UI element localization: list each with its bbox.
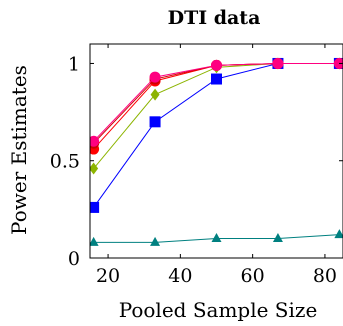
plot-area (90, 57, 343, 246)
series-line (93, 62, 340, 208)
series-6 (90, 229, 343, 246)
data-point (149, 71, 161, 83)
data-point (90, 236, 99, 246)
data-point (90, 162, 99, 175)
data-point (333, 57, 343, 69)
y-tick-label: 0 (68, 248, 80, 270)
x-tick-label: 20 (96, 265, 120, 287)
data-point (211, 73, 222, 85)
x-tick-label: 40 (168, 265, 192, 287)
axis-ticks: 20 40 60 80 0 0.5 1 (50, 44, 343, 287)
data-point (211, 233, 222, 243)
data-point (272, 57, 284, 69)
data-point (334, 229, 343, 239)
x-tick-label: 60 (241, 265, 265, 287)
series-3 (90, 57, 343, 155)
data-point (150, 88, 160, 101)
series-1 (90, 57, 343, 147)
data-point (211, 59, 222, 71)
chart-title: DTI data (168, 7, 261, 29)
y-tick-label: 1 (68, 53, 80, 75)
y-tick-label: 0.5 (50, 151, 80, 173)
plot-frame (89, 43, 343, 259)
data-point (90, 201, 100, 213)
x-tick-label: 80 (313, 265, 337, 287)
y-axis-label: Power Estimates (7, 65, 31, 235)
x-axis-label: Pooled Sample Size (119, 298, 318, 322)
series-5 (90, 57, 343, 213)
data-point (149, 116, 161, 128)
data-point (272, 233, 283, 243)
data-point (150, 236, 161, 246)
data-point (90, 135, 100, 147)
